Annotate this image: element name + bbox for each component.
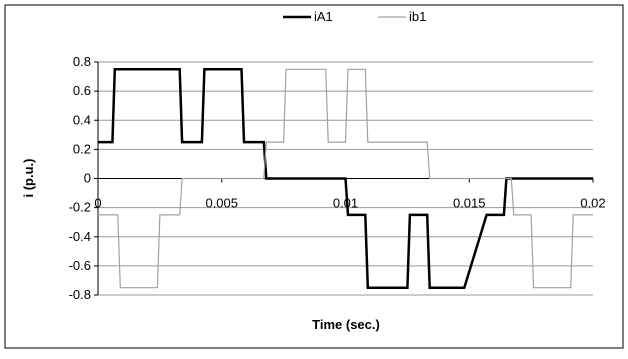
- x-tick-label: 0: [94, 196, 101, 211]
- y-tick-label: 0.8: [73, 54, 91, 69]
- x-tick-label: 0.005: [205, 196, 238, 211]
- axis-labels: i (p.u.) Time (sec.): [21, 159, 380, 333]
- x-axis-label: Time (sec.): [312, 317, 380, 332]
- y-tick-label: 0: [84, 171, 91, 186]
- x-tick-label: 0.015: [453, 196, 486, 211]
- series-line-ib1: [98, 68, 593, 289]
- y-tick-label: -0.8: [69, 287, 91, 302]
- y-tick-label: -0.2: [69, 200, 91, 215]
- series-lines: [98, 68, 593, 289]
- series-line-ia1: [98, 68, 593, 289]
- y-tick-label: 0.6: [73, 83, 91, 98]
- y-tick-label: -0.6: [69, 258, 91, 273]
- x-tick-label: 0.02: [580, 196, 605, 211]
- legend: iA1 ib1: [283, 9, 426, 24]
- y-tick-label: 0.4: [73, 112, 91, 127]
- legend-label-ia1: iA1: [314, 9, 333, 24]
- legend-label-ib1: ib1: [409, 9, 426, 24]
- x-tick-label: 0.01: [333, 196, 358, 211]
- y-tick-label: -0.4: [69, 229, 91, 244]
- axes: 0.80.60.40.20-0.2-0.4-0.6-0.80 0.005 0.01 0…: [69, 54, 606, 302]
- y-axis-label: i (p.u.): [21, 159, 36, 198]
- y-tick-label: 0.2: [73, 141, 91, 156]
